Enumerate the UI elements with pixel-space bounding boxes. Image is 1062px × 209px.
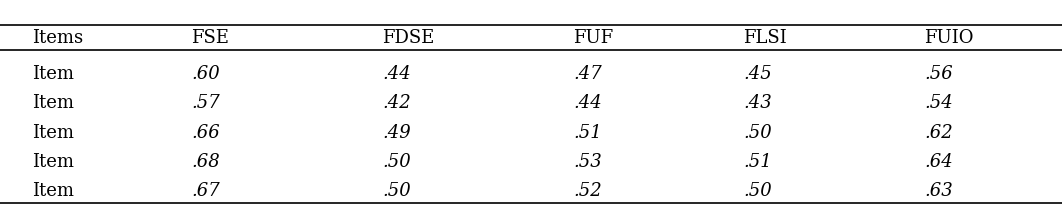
- Text: .52: .52: [573, 182, 602, 200]
- Text: .53: .53: [573, 153, 602, 171]
- Text: .50: .50: [743, 182, 772, 200]
- Text: .45: .45: [743, 65, 772, 83]
- Text: FDSE: FDSE: [382, 29, 434, 47]
- Text: .54: .54: [924, 94, 953, 112]
- Text: .63: .63: [924, 182, 953, 200]
- Text: .56: .56: [924, 65, 953, 83]
- Text: .47: .47: [573, 65, 602, 83]
- Text: Item: Item: [32, 124, 74, 142]
- Text: .44: .44: [573, 94, 602, 112]
- Text: .66: .66: [191, 124, 220, 142]
- Text: Item: Item: [32, 94, 74, 112]
- Text: .50: .50: [382, 153, 411, 171]
- Text: FSE: FSE: [191, 29, 229, 47]
- Text: Item: Item: [32, 65, 74, 83]
- Text: .50: .50: [743, 124, 772, 142]
- Text: .49: .49: [382, 124, 411, 142]
- Text: .68: .68: [191, 153, 220, 171]
- Text: FLSI: FLSI: [743, 29, 787, 47]
- Text: .44: .44: [382, 65, 411, 83]
- Text: FUF: FUF: [573, 29, 614, 47]
- Text: Item: Item: [32, 153, 74, 171]
- Text: .51: .51: [573, 124, 602, 142]
- Text: Items: Items: [32, 29, 83, 47]
- Text: Item: Item: [32, 182, 74, 200]
- Text: .50: .50: [382, 182, 411, 200]
- Text: .51: .51: [743, 153, 772, 171]
- Text: .57: .57: [191, 94, 220, 112]
- Text: .43: .43: [743, 94, 772, 112]
- Text: .42: .42: [382, 94, 411, 112]
- Text: .62: .62: [924, 124, 953, 142]
- Text: .64: .64: [924, 153, 953, 171]
- Text: FUIO: FUIO: [924, 29, 974, 47]
- Text: .67: .67: [191, 182, 220, 200]
- Text: .60: .60: [191, 65, 220, 83]
